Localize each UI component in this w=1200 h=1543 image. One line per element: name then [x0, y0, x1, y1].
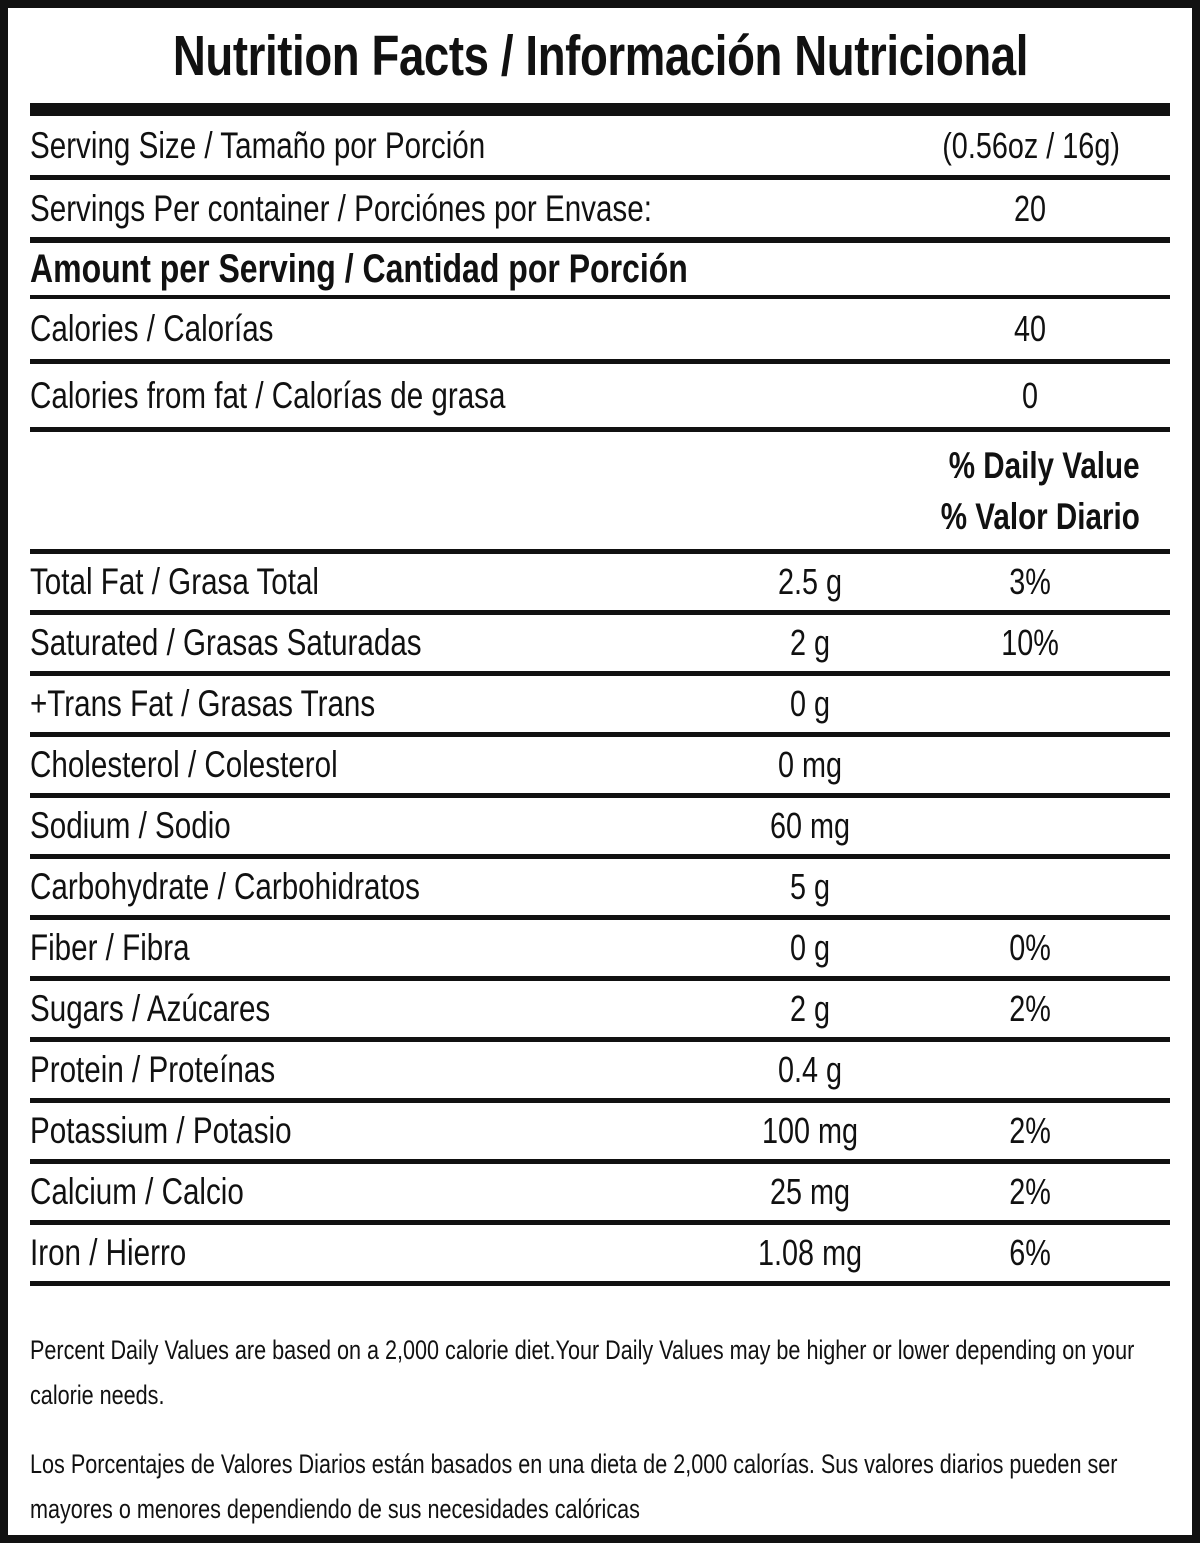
serving-size-label: Serving Size / Tamaño por Porción [30, 124, 486, 166]
nutrient-label: Sodium / Sodio [30, 805, 231, 846]
calories-from-fat-label: Calories from fat / Calorías de grasa [30, 374, 506, 416]
table-row-calcium: Calcium / Calcio 25 mg 2% [30, 1164, 1170, 1220]
nutrient-amount: 1.08 mg [757, 1232, 863, 1273]
table-row-protein: Protein / Proteínas 0.4 g [30, 1042, 1170, 1098]
nutrient-amount: 2 g [789, 622, 831, 663]
nutrient-amount: 2 g [789, 988, 831, 1029]
nutrient-amount: 5 g [789, 866, 831, 907]
row-divider [30, 295, 1170, 299]
nutrient-amount: 0 mg [777, 744, 843, 785]
amount-per-serving-header: Amount per Serving / Cantidad por Porció… [30, 246, 688, 291]
row-divider [30, 175, 1170, 180]
table-row-total-fat: Total Fat / Grasa Total 2.5 g 3% [30, 554, 1170, 610]
nutrient-label: +Trans Fat / Grasas Trans [30, 683, 376, 724]
nutrient-dv: 10% [1001, 622, 1059, 663]
row-divider [30, 1159, 1170, 1164]
nutrient-label: Protein / Proteínas [30, 1049, 276, 1090]
header-divider-bar [30, 103, 1170, 116]
row-divider [30, 854, 1170, 859]
nutrient-amount: 25 mg [769, 1171, 851, 1212]
daily-value-header-es: % Valor Diario [940, 495, 1140, 537]
row-divider [30, 1037, 1170, 1042]
row-divider [30, 1281, 1170, 1286]
calories-label: Calories / Calorías [30, 308, 274, 349]
nutrient-dv: 0% [1009, 927, 1051, 968]
table-row-trans-fat: +Trans Fat / Grasas Trans 0 g [30, 676, 1170, 732]
nutrient-label: Saturated / Grasas Saturadas [30, 622, 422, 663]
nutrient-amount: 0.4 g [777, 1049, 843, 1090]
nutrient-amount: 2.5 g [777, 561, 843, 602]
footnote-english: Percent Daily Values are based on a 2,00… [30, 1335, 1135, 1410]
nutrient-label: Fiber / Fibra [30, 927, 190, 968]
nutrient-dv: 3% [1009, 561, 1051, 602]
nutrient-dv: 6% [1009, 1232, 1051, 1273]
row-divider [30, 610, 1170, 615]
table-row-sugars: Sugars / Azúcares 2 g 2% [30, 981, 1170, 1037]
nutrient-label: Carbohydrate / Carbohidratos [30, 866, 420, 907]
servings-per-container-value: 20 [1013, 187, 1047, 229]
row-divider [30, 549, 1170, 554]
label-title-row: Nutrition Facts / Información Nutriciona… [30, 8, 1170, 103]
row-divider [30, 1220, 1170, 1225]
calories-value: 40 [1013, 308, 1047, 349]
nutrient-label: Sugars / Azúcares [30, 988, 271, 1029]
nutrient-amount: 0 g [789, 927, 831, 968]
row-divider [30, 793, 1170, 798]
nutrient-label: Iron / Hierro [30, 1232, 187, 1273]
calories-from-fat-value: 0 [1021, 374, 1039, 416]
nutrient-label: Cholesterol / Colesterol [30, 744, 338, 785]
table-row-cholesterol: Cholesterol / Colesterol 0 mg [30, 737, 1170, 793]
row-divider [30, 671, 1170, 676]
row-divider [30, 915, 1170, 920]
row-divider [30, 237, 1170, 243]
daily-value-header: % Daily Value % Valor Diario [30, 432, 1170, 549]
nutrient-label: Potassium / Potasio [30, 1110, 292, 1151]
nutrient-amount: 100 mg [761, 1110, 859, 1151]
page-title: Nutrition Facts / Información Nutriciona… [172, 23, 1028, 88]
nutrient-dv: 2% [1009, 1110, 1051, 1151]
serving-size-value: (0.56oz / 16g) [942, 124, 1120, 166]
daily-value-header-en: % Daily Value [949, 444, 1140, 486]
table-row-sodium: Sodium / Sodio 60 mg [30, 798, 1170, 854]
footnotes: Percent Daily Values are based on a 2,00… [30, 1328, 1170, 1532]
row-divider [30, 976, 1170, 981]
calories-row: Calories / Calorías 40 [30, 299, 1170, 359]
row-divider [30, 1098, 1170, 1103]
table-row-fiber: Fiber / Fibra 0 g 0% [30, 920, 1170, 976]
row-divider [30, 359, 1170, 364]
serving-size-row: Serving Size / Tamaño por Porción (0.56o… [30, 116, 1170, 175]
footnote-spanish: Los Porcentajes de Valores Diarios están… [30, 1449, 1118, 1524]
servings-per-container-label: Servings Per container / Porciónes por E… [30, 187, 652, 229]
table-row-iron: Iron / Hierro 1.08 mg 6% [30, 1225, 1170, 1281]
nutrient-label: Calcium / Calcio [30, 1171, 244, 1212]
table-row-potassium: Potassium / Potasio 100 mg 2% [30, 1103, 1170, 1159]
calories-from-fat-row: Calories from fat / Calorías de grasa 0 [30, 364, 1170, 427]
nutrient-amount: 0 g [789, 683, 831, 724]
nutrient-dv: 2% [1009, 988, 1051, 1029]
table-row-carbohydrate: Carbohydrate / Carbohidratos 5 g [30, 859, 1170, 915]
servings-per-container-row: Servings Per container / Porciónes por E… [30, 180, 1170, 237]
amount-per-serving-header-row: Amount per Serving / Cantidad por Porció… [30, 243, 1170, 295]
row-divider [30, 427, 1170, 432]
row-divider [30, 732, 1170, 737]
table-row-saturated-fat: Saturated / Grasas Saturadas 2 g 10% [30, 615, 1170, 671]
nutrient-dv: 2% [1009, 1171, 1051, 1212]
nutrient-amount: 60 mg [769, 805, 851, 846]
nutrient-label: Total Fat / Grasa Total [30, 561, 320, 602]
